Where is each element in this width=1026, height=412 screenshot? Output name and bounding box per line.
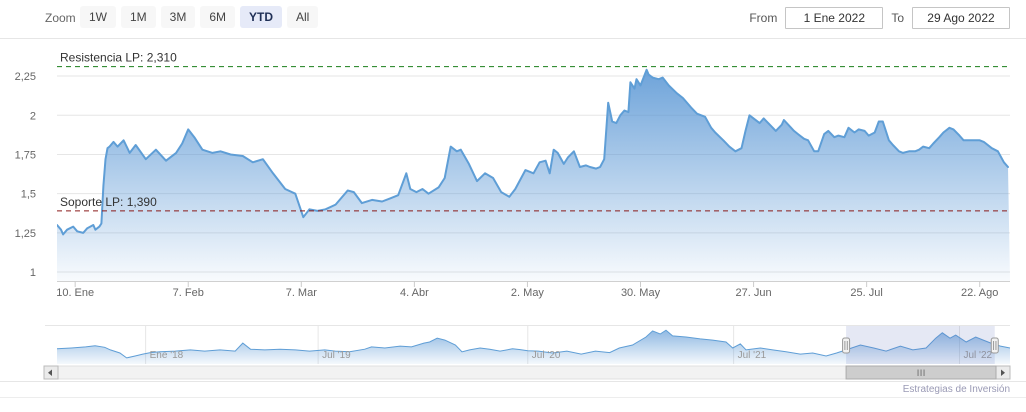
navigator-selected-range[interactable] [846, 326, 995, 364]
toolbar-divider [0, 38, 1026, 39]
zoom-label: Zoom [45, 11, 76, 25]
navigator-line [56, 329, 1011, 359]
support-label: Soporte LP: 1,390 [60, 195, 157, 209]
price-series [57, 68, 1010, 281]
price-line [57, 68, 1009, 236]
price-area [57, 69, 1010, 281]
y-axis-label: 1,75 [15, 149, 36, 161]
zoom-button-group: 1W 1M 3M 6M YTD All [80, 6, 319, 28]
from-label: From [749, 11, 778, 25]
x-axis-label: 2. May [511, 287, 545, 299]
x-axis: 10. Ene 7. Feb 7. Mar 4. Abr 2. May 30. May 27… [56, 281, 1010, 299]
resistance-label: Resistencia LP: 2,310 [60, 51, 177, 65]
x-axis-label: 27. Jun [736, 287, 772, 299]
x-axis-label: 30. May [621, 287, 661, 299]
navigator-handle-left[interactable] [842, 337, 851, 354]
navigator-axis-label: Jul '20 [532, 350, 561, 361]
x-axis-label: 7. Mar [286, 287, 318, 299]
to-label: To [891, 11, 904, 25]
date-range-controls: From To [749, 7, 1010, 29]
x-axis-label: 10. Ene [56, 287, 94, 299]
to-date-input[interactable] [912, 7, 1010, 29]
zoom-button-1m[interactable]: 1M [121, 6, 156, 28]
scrollbar [43, 365, 1011, 380]
navigator-axis-label: Jul '21 [738, 350, 767, 361]
y-axis-label: 1,5 [21, 189, 36, 201]
navigator-axis-label: Jul '19 [322, 350, 351, 361]
y-axis-label: 1,25 [15, 228, 36, 240]
scrollbar-right-arrow-icon [1001, 369, 1005, 376]
x-axis-label: 25. Jul [850, 287, 882, 299]
credit-divider-top [0, 381, 1026, 382]
zoom-button-ytd[interactable]: YTD [240, 6, 283, 28]
x-axis-label: 4. Abr [400, 287, 429, 299]
credit-text: Estrategias de Inversión [902, 384, 1010, 395]
navigator-handle-right[interactable] [990, 337, 999, 354]
x-axis-label: 22. Ago [961, 287, 998, 299]
navigator-axis-label: Ene '18 [150, 350, 184, 361]
navigator: Ene '18 Jul '19 Jul '20 Jul '21 Jul '22 [45, 325, 1011, 364]
zoom-button-6m[interactable]: 6M [200, 6, 236, 28]
x-axis-label: 7. Feb [173, 287, 204, 299]
y-axis-label: 2,25 [15, 71, 36, 83]
y-axis-label: 2 [30, 110, 36, 122]
credit-divider-bottom [0, 397, 1026, 398]
navigator-handle-right-grip[interactable] [990, 337, 999, 354]
navigator-axis-label: Jul '22 [963, 350, 992, 361]
y-axis-label: 1 [30, 267, 36, 279]
navigator-area [57, 330, 1010, 364]
navigator-handle-left-grip[interactable] [842, 337, 851, 354]
scrollbar-left-arrow-icon [48, 369, 52, 376]
zoom-button-3m[interactable]: 3M [160, 6, 196, 28]
zoom-button-1w[interactable]: 1W [80, 6, 116, 28]
from-date-input[interactable] [785, 7, 884, 29]
zoom-button-all[interactable]: All [287, 6, 319, 28]
